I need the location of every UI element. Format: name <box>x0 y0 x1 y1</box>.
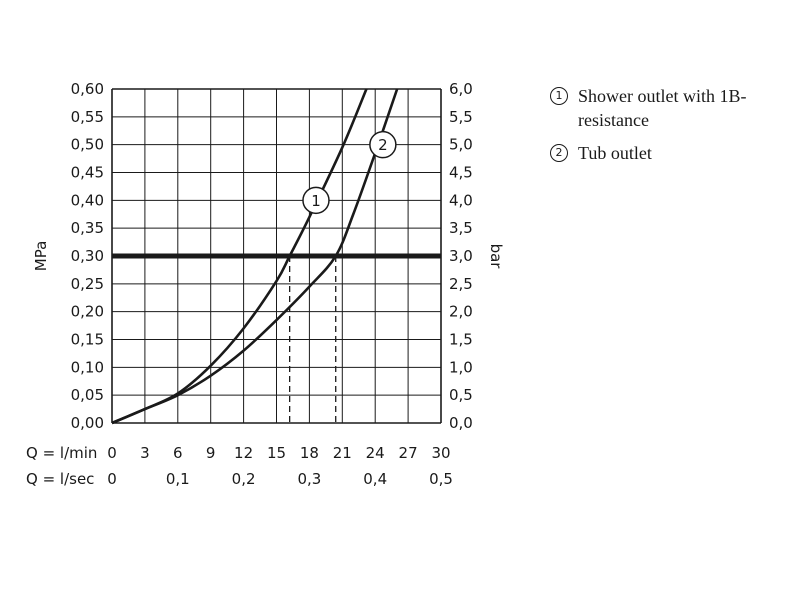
y-tick-left: 0,30 <box>71 247 104 265</box>
legend-marker-1: 1 <box>550 87 568 105</box>
y-tick-left: 0,05 <box>71 386 104 404</box>
y-tick-left: 0,60 <box>71 80 104 98</box>
y-tick-left: 0,40 <box>71 191 104 209</box>
series-line-2 <box>111 88 399 425</box>
y-tick-right: 5,5 <box>449 108 473 126</box>
x-tick-lmin: 24 <box>366 444 385 462</box>
series-curves <box>111 88 399 425</box>
y-tick-right: 0,0 <box>449 414 473 432</box>
y-tick-left: 0,15 <box>71 331 104 349</box>
series-marker-circle-1 <box>302 186 330 215</box>
x-tick-lmin: 15 <box>267 444 286 462</box>
series-marker-circle-2 <box>369 130 397 159</box>
series-markers: 12 <box>302 130 397 215</box>
y-tick-left: 0,55 <box>71 108 104 126</box>
series-marker-label-1: 1 <box>311 192 321 210</box>
x-tick-lmin: 0 <box>107 444 117 462</box>
series-marker-label-2: 2 <box>378 136 388 154</box>
x-tick-lsec: 0,1 <box>166 470 190 488</box>
x-tick-lsec: 0 <box>107 470 117 488</box>
y-tick-left: 0,10 <box>71 358 104 376</box>
x-axis-lmin-ticks: 0 3 6 9 12 15 18 21 24 27 30 <box>107 444 450 462</box>
x-axis-lsec-label: Q = l/sec <box>26 470 94 488</box>
y-tick-right: 0,5 <box>449 386 473 404</box>
y-tick-left: 0,45 <box>71 164 104 182</box>
x-tick-lmin: 3 <box>140 444 150 462</box>
y-tick-right: 3,0 <box>449 247 473 265</box>
y-tick-left: 0,00 <box>71 414 104 432</box>
drop-lines <box>289 256 337 423</box>
y-tick-left: 0,20 <box>71 303 104 321</box>
y-tick-right: 4,5 <box>449 164 473 182</box>
y-axis-right-ticks: 0,0 0,5 1,0 1,5 2,0 2,5 3,0 3,5 4,0 4,5 5,0 5,5 6,0 <box>449 80 473 432</box>
x-axis-lmin-label: Q = l/min <box>26 444 97 462</box>
legend-item-1: 1 Shower outlet with 1B-resistance <box>548 84 793 132</box>
y-tick-left: 0,35 <box>71 219 104 237</box>
y-axis-left-ticks: 0,00 0,05 0,10 0,15 0,20 0,25 0,30 0,35 0,40 0,45… <box>71 80 104 432</box>
x-tick-lmin: 30 <box>431 444 450 462</box>
chart: 12 0,000,050,100,150,200,250,300,350,400… <box>26 80 505 488</box>
x-tick-lmin: 27 <box>399 444 418 462</box>
y-tick-right: 1,5 <box>449 331 473 349</box>
y-tick-left: 0,25 <box>71 275 104 293</box>
x-tick-lmin: 12 <box>234 444 253 462</box>
legend-item-2: 2 Tub outlet <box>548 141 793 165</box>
y-tick-right: 2,0 <box>449 303 473 321</box>
x-tick-lsec: 0,4 <box>363 470 387 488</box>
y-axis-left-title: MPa <box>32 241 50 272</box>
legend: 1 Shower outlet with 1B-resistance 2 Tub… <box>548 84 793 174</box>
x-tick-lmin: 9 <box>206 444 216 462</box>
x-tick-lmin: 6 <box>173 444 183 462</box>
legend-label-2: Tub outlet <box>578 143 652 163</box>
x-tick-lmin: 21 <box>333 444 352 462</box>
y-tick-left: 0,50 <box>71 136 104 154</box>
y-tick-right: 6,0 <box>449 80 473 98</box>
x-tick-lsec: 0,3 <box>297 470 321 488</box>
y-tick-right: 4,0 <box>449 191 473 209</box>
x-axis-lsec-ticks: 0 0,1 0,2 0,3 0,4 0,5 <box>107 470 453 488</box>
y-tick-right: 1,0 <box>449 358 473 376</box>
y-tick-right: 2,5 <box>449 275 473 293</box>
x-tick-lmin: 18 <box>300 444 319 462</box>
y-tick-right: 5,0 <box>449 136 473 154</box>
legend-marker-2: 2 <box>550 144 568 162</box>
x-tick-lsec: 0,5 <box>429 470 453 488</box>
x-tick-lsec: 0,2 <box>232 470 256 488</box>
legend-label-1: Shower outlet with 1B-resistance <box>578 86 747 130</box>
y-axis-right-title: bar <box>487 244 505 270</box>
y-tick-right: 3,5 <box>449 219 473 237</box>
